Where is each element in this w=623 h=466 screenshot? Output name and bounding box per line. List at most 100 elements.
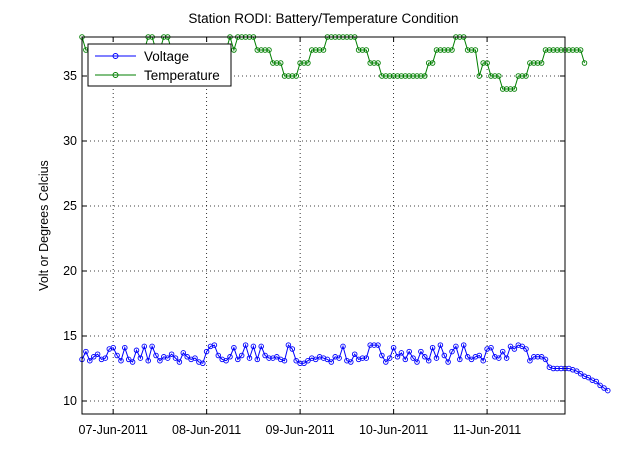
data-point [429,60,436,66]
data-point [355,47,362,53]
data-point [192,355,198,361]
data-point [137,355,144,361]
data-point [394,354,401,360]
data-point [363,355,370,361]
data-point [246,355,253,361]
data-point [468,47,475,53]
data-point [172,355,179,361]
data-point [566,47,572,53]
data-point [554,47,560,53]
data-point [180,350,187,356]
x-tick-label: 11-Jun-2011 [453,423,521,437]
data-point [515,73,522,79]
data-point [274,354,280,360]
data-point [527,357,533,364]
data-point [418,348,424,355]
data-point [581,60,588,66]
legend-marker [112,72,119,78]
data-point [406,73,412,79]
data-point [324,356,331,363]
data-point [472,47,479,53]
data-point [577,370,584,377]
data-point [570,47,576,53]
data-point [531,60,537,66]
data-point [484,60,490,66]
data-point [351,351,358,357]
data-point [90,354,97,360]
data-point [577,47,584,53]
data-point [200,360,206,367]
data-point [281,357,288,364]
data-point [538,60,545,66]
data-point [437,342,444,348]
data-point [597,382,603,389]
data-point [542,356,549,363]
data-point [523,346,529,352]
data-point [464,354,471,360]
data-point [386,355,393,361]
data-point [496,355,502,361]
x-tick-label: 07-Jun-2011 [79,423,148,437]
data-point [449,47,455,53]
data-point [429,344,436,351]
data-point [425,60,432,66]
data-point [309,47,315,53]
data-point [149,343,155,350]
data-point [215,352,222,359]
data-point [503,86,510,92]
data-point [433,47,440,53]
data-point [550,47,557,53]
data-point [460,342,467,348]
data-point [281,73,288,79]
data-point [227,354,233,360]
data-point [585,374,592,381]
data-point [277,60,284,66]
data-point [542,47,549,53]
data-point [507,86,514,92]
data-point [110,344,116,351]
data-point [437,47,444,53]
data-point [266,355,272,361]
data-point [480,60,486,66]
data-point [223,357,229,364]
data-point [231,47,237,53]
y-tick-label: 15 [63,329,77,343]
data-point [238,352,245,359]
data-point [320,47,327,53]
data-point [511,86,518,92]
data-point [390,73,397,79]
data-point [114,352,120,359]
data-point [402,73,409,79]
data-point [211,342,218,348]
data-point [519,343,525,350]
data-point [538,354,545,360]
data-point [402,356,409,363]
series-voltage [79,342,611,394]
data-point [573,368,580,374]
data-point [367,342,373,348]
data-point [488,73,494,79]
data-point [593,378,599,385]
data-point [87,357,93,364]
data-point [550,365,557,372]
data-point [414,359,420,365]
data-point [184,354,190,360]
data-point [266,47,272,53]
data-point [122,344,128,351]
data-point [371,342,377,348]
data-point [270,60,276,66]
data-point [157,357,163,364]
data-point [398,73,405,79]
data-point [441,47,448,53]
x-tick-labels: 07-Jun-2011 08-Jun-2011 09-Jun-2011 10-Jun-… [79,423,522,437]
data-point [340,343,346,350]
data-point [125,356,132,363]
data-point [386,73,393,79]
data-point [231,344,237,351]
data-point [83,348,89,355]
data-point [519,73,525,79]
data-point [289,346,296,352]
y-tick-label: 30 [63,134,77,148]
data-point [496,73,502,79]
data-point [534,60,541,66]
